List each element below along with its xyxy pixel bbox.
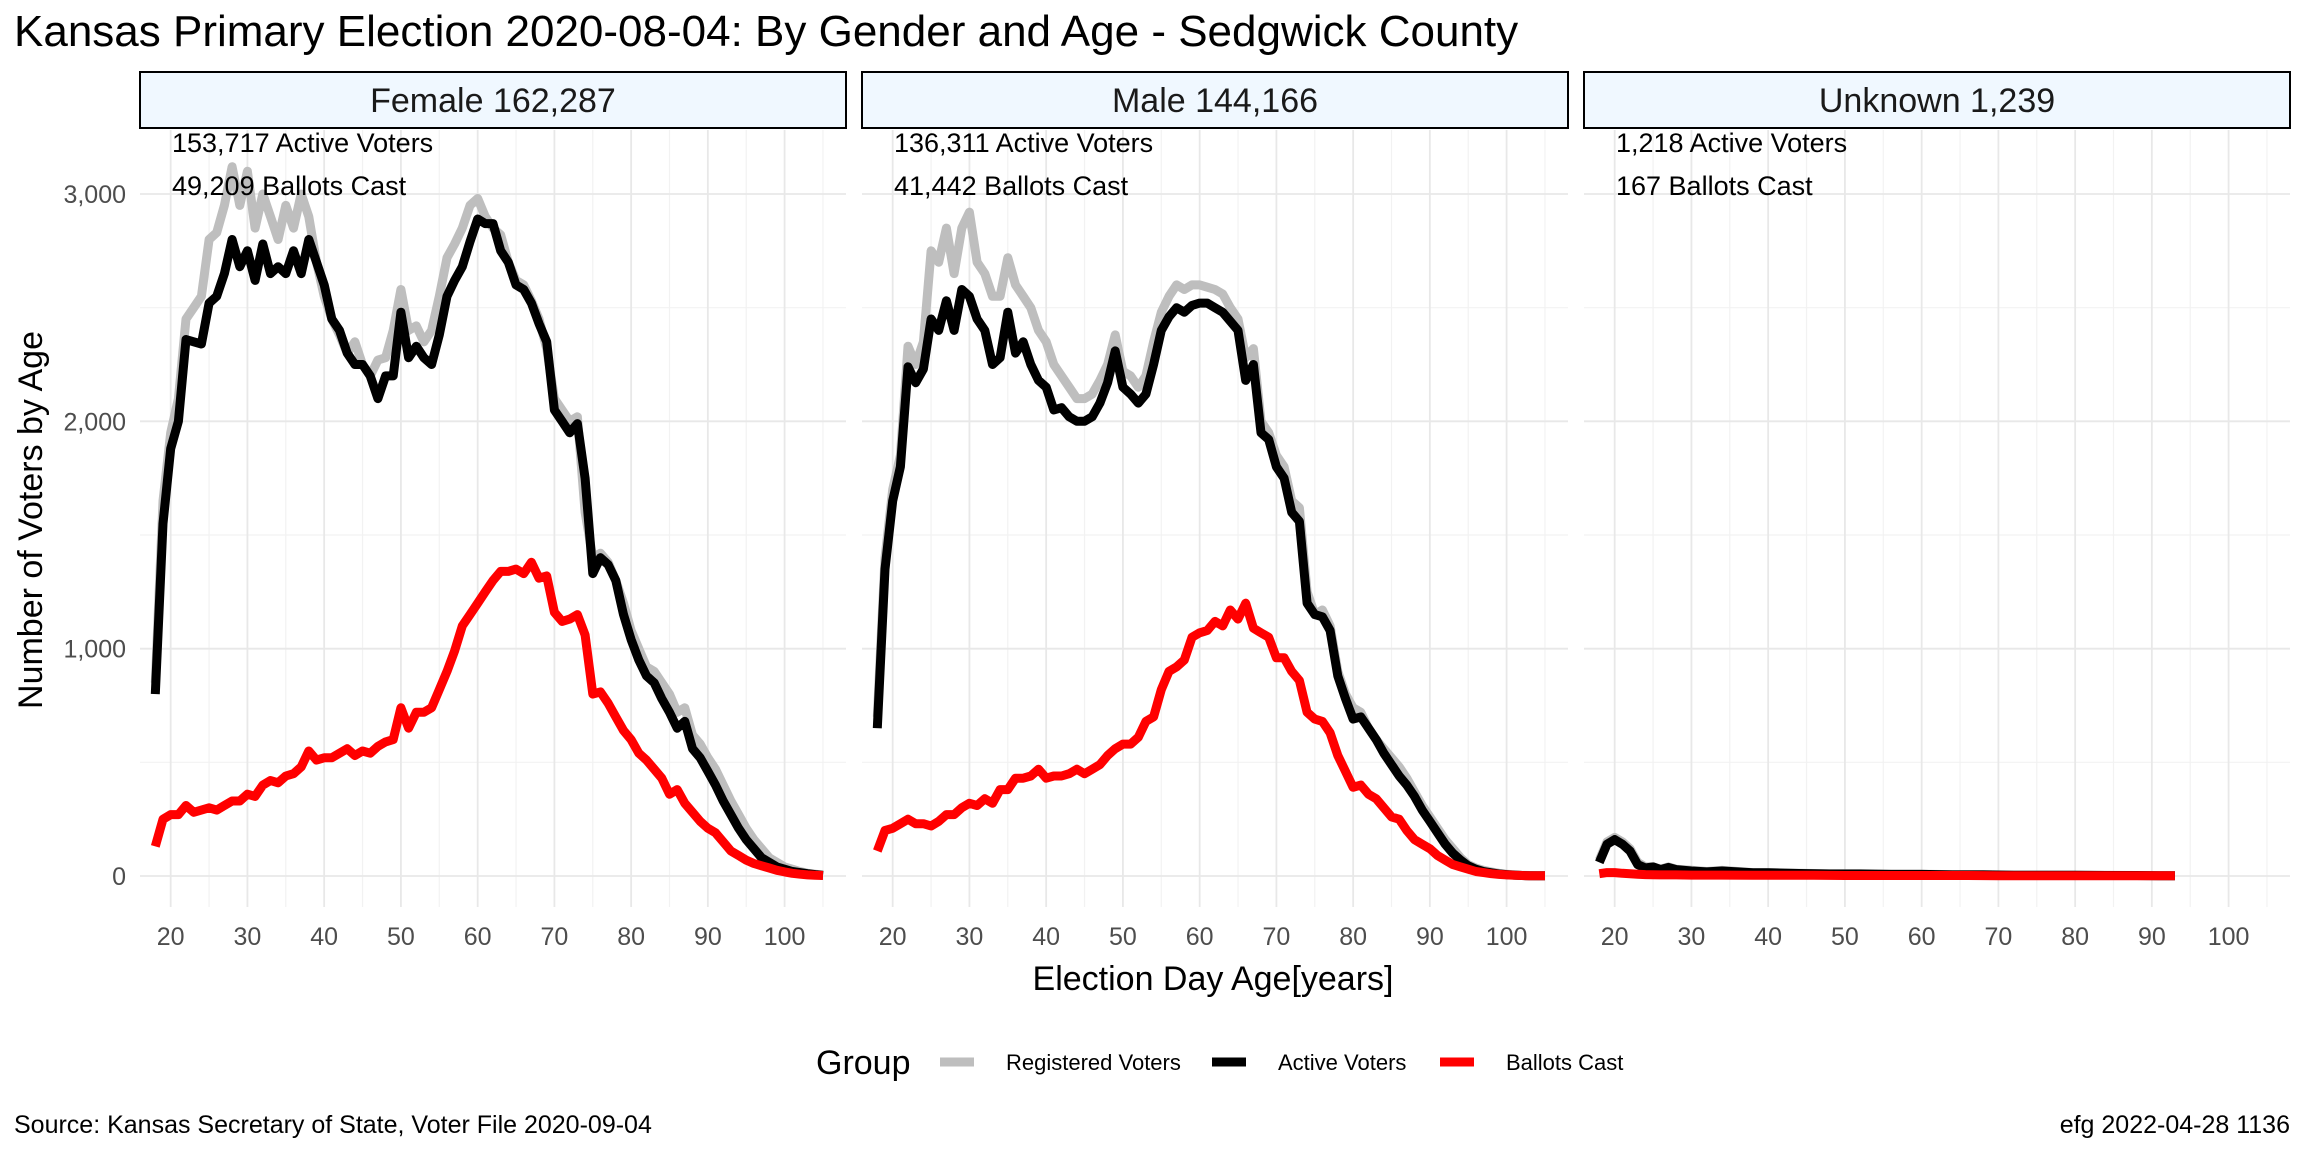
panel-0: Female 162,287 20 30 40 50 60 70 80 90 100 153,717… — [139, 71, 847, 951]
x-tick-label: 70 — [1262, 923, 1290, 951]
series-line-ballots-cast — [1598, 868, 2175, 881]
x-tick-label: 40 — [310, 923, 338, 951]
panel-annotation: 167 Ballots Cast — [1616, 171, 1813, 201]
y-tick-label: 3,000 — [63, 181, 126, 209]
series-line-active-voters — [872, 285, 1545, 881]
x-tick-label: 100 — [764, 923, 806, 951]
facet-strip — [861, 71, 1569, 129]
panel-annotation: 49,209 Ballots Cast — [172, 171, 407, 201]
y-tick-label: 2,000 — [63, 408, 126, 436]
gridlines — [140, 130, 846, 907]
x-tick-label: 70 — [540, 923, 568, 951]
series-line-ballots-cast — [873, 598, 1545, 881]
x-tick-label: 20 — [1601, 923, 1629, 951]
panels: Female 162,287 20 30 40 50 60 70 80 90 100 153,717… — [63, 71, 2291, 951]
x-tick-label: 50 — [1109, 923, 1137, 951]
legend-label: Active Voters — [1278, 1050, 1406, 1075]
y-tick-label: 1,000 — [63, 636, 126, 664]
x-tick-label: 100 — [2208, 923, 2250, 951]
x-tick-label: 60 — [1908, 923, 1936, 951]
x-tick-label: 80 — [1339, 923, 1367, 951]
series-line-active-voters — [150, 214, 824, 880]
gridlines — [862, 130, 1568, 907]
x-tick-label: 90 — [2138, 923, 2166, 951]
x-tick-label: 60 — [464, 923, 492, 951]
panel-annotation: 153,717 Active Voters — [172, 128, 433, 158]
x-tick-label: 50 — [1831, 923, 1859, 951]
panel-annotation: 136,311 Active Voters — [894, 128, 1153, 158]
series-line-ballots-cast — [150, 557, 824, 880]
panel-2: Unknown 1,239 20 30 40 50 60 70 80 90 100 1,218 Ac… — [1583, 71, 2291, 951]
caption-credit: efg 2022-04-28 1136 — [2060, 1111, 2290, 1139]
y-tick-label: 0 — [112, 863, 126, 891]
x-tick-label: 40 — [1754, 923, 1782, 951]
facet-strip-label: Male 144,166 — [1112, 82, 1318, 120]
x-tick-label: 80 — [617, 923, 645, 951]
x-tick-label: 30 — [1678, 923, 1706, 951]
x-tick-label: 100 — [1486, 923, 1528, 951]
caption-source: Source: Kansas Secretary of State, Voter… — [14, 1111, 652, 1139]
facet-strip-label: Female 162,287 — [370, 82, 616, 120]
x-tick-label: 90 — [694, 923, 722, 951]
legend: Group Registered Voters Active Voters Ballo… — [816, 1044, 1623, 1082]
gridlines — [1584, 130, 2290, 907]
facet-strip — [139, 71, 847, 129]
x-tick-label: 30 — [956, 923, 984, 951]
chart-title: Kansas Primary Election 2020-08-04: By G… — [14, 7, 1518, 56]
x-tick-label: 20 — [157, 923, 185, 951]
panel-annotation: 1,218 Active Voters — [1616, 128, 1847, 158]
legend-label: Registered Voters — [1006, 1050, 1181, 1075]
x-tick-label: 50 — [387, 923, 415, 951]
x-tick-label: 40 — [1032, 923, 1060, 951]
x-axis-title: Election Day Age[years] — [1033, 960, 1394, 998]
y-axis-title: Number of Voters by Age — [12, 331, 50, 709]
x-tick-label: 80 — [2061, 923, 2089, 951]
series-line-active-voters — [1595, 835, 2175, 881]
panel-1: Male 144,166 20 30 40 50 60 70 80 90 100 136,311 A… — [861, 71, 1569, 951]
x-tick-label: 60 — [1186, 923, 1214, 951]
facet-strip — [1583, 71, 2291, 129]
y-axis: 0 1,000 2,000 3,000 — [63, 181, 126, 891]
facet-strip-label: Unknown 1,239 — [1819, 82, 2055, 120]
panel-annotation: 41,442 Ballots Cast — [894, 171, 1129, 201]
x-tick-label: 70 — [1984, 923, 2012, 951]
legend-label: Ballots Cast — [1506, 1050, 1623, 1075]
x-tick-label: 20 — [879, 923, 907, 951]
x-tick-label: 90 — [1416, 923, 1444, 951]
x-tick-label: 30 — [234, 923, 262, 951]
legend-title: Group — [816, 1044, 911, 1082]
